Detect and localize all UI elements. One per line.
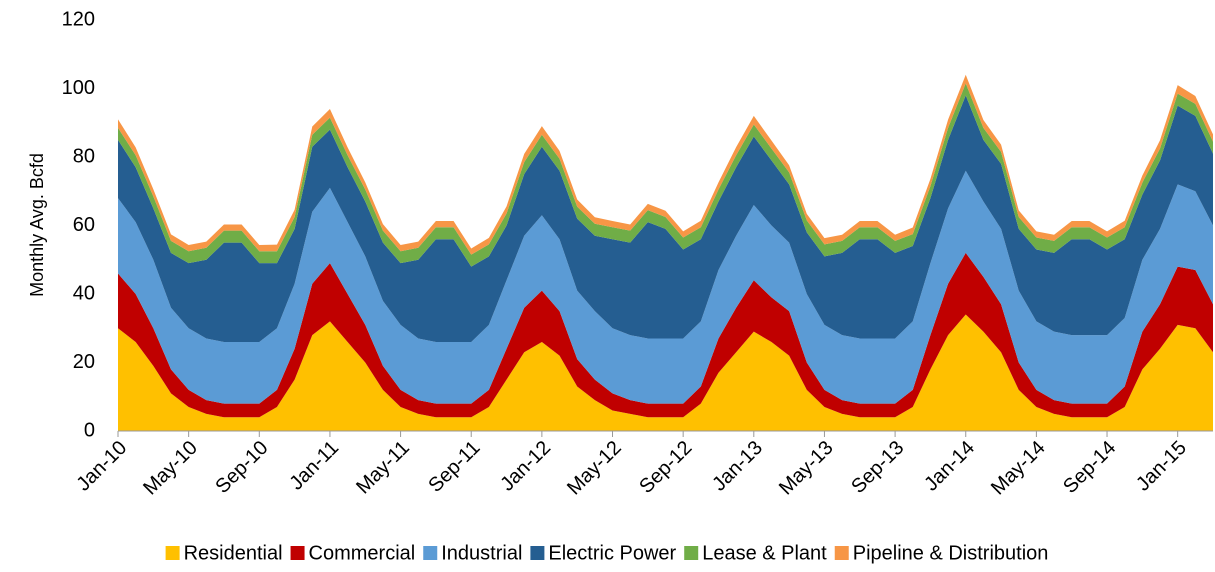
legend-label: Industrial [441,542,522,564]
legend-label: Residential [184,542,283,564]
x-tick-label: May-14 [987,437,1050,500]
y-tick-label: 0 [84,419,95,441]
area [118,314,1213,431]
legend-swatch [165,546,180,560]
y-axis-label: Monthly Avg. Bcfd [27,153,47,297]
x-tick-label: Sep-11 [424,437,484,497]
x-tick-label: Jan-14 [920,437,979,496]
x-tick-label: Jan-15 [1132,437,1191,496]
y-tick-label: 80 [73,145,95,167]
legend-swatch [530,546,545,560]
x-tick-label: Sep-13 [847,437,908,498]
x-tick-label: May-12 [563,437,626,500]
x-tick-label: Jan-11 [285,437,343,495]
legend-swatch [423,546,438,560]
area [118,95,1213,342]
y-tick-label: 120 [62,8,95,30]
x-tick-label: Jan-12 [496,437,555,496]
legend-swatch [834,546,849,560]
area [118,252,1213,418]
y-tick-label: 40 [73,282,95,304]
legend-swatch [684,546,699,560]
x-tick-label: May-13 [775,437,838,500]
area [118,170,1213,404]
x-tick-label: Jan-10 [72,437,131,496]
x-tick-label: May-10 [139,437,202,500]
x-tick-label: May-11 [352,437,414,499]
x-tick-label: Sep-10 [211,437,272,498]
legend-label: Lease & Plant [702,542,827,564]
x-tick-label: Sep-14 [1059,437,1120,498]
legend-label: Electric Power [548,542,676,564]
legend-swatch [290,546,305,560]
x-tick-label: Sep-12 [635,437,696,498]
y-tick-label: 100 [62,77,95,99]
x-tick-label: Jan-13 [708,437,767,496]
y-tick-label: 20 [73,351,95,373]
legend-label: Pipeline & Distribution [853,542,1049,564]
y-tick-label: 60 [73,214,95,236]
legend-label: Commercial [309,542,416,564]
